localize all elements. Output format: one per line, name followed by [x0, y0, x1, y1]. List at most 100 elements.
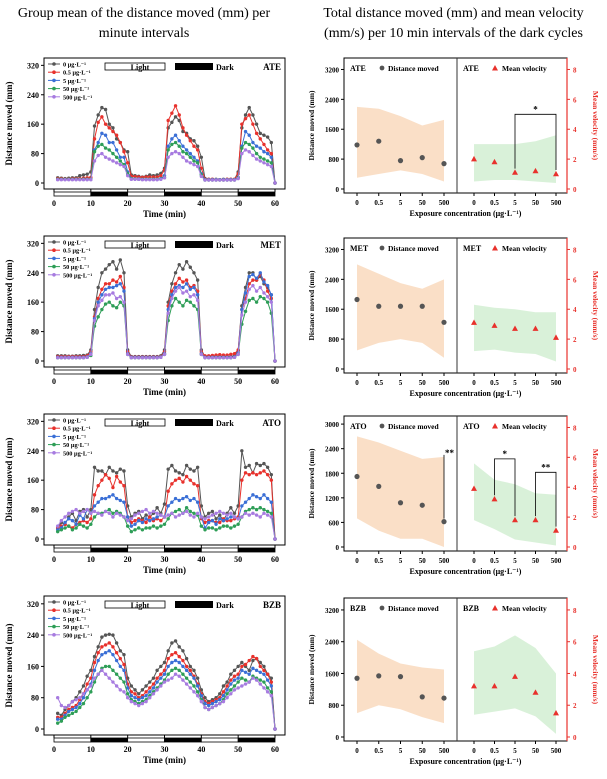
ato-series-0-point — [188, 467, 192, 471]
ato-series-4-point — [162, 515, 167, 519]
ate-series-4-point — [140, 177, 145, 182]
ate-series-1-point — [103, 122, 108, 126]
bzb-series-4-point — [107, 676, 111, 680]
ate-velocity-point — [471, 155, 477, 162]
ato-series-4-point — [247, 513, 251, 517]
met-dist-y-tick-label: 1600 — [325, 306, 340, 314]
ato-series-0-point — [229, 506, 233, 510]
met-series-0-point — [103, 267, 108, 271]
bzb-series-4-point — [181, 678, 185, 682]
bzb-y-tick-label: 0 — [35, 725, 39, 734]
ato-series-4-point — [118, 513, 123, 517]
bzb-series-3-point — [225, 692, 229, 696]
met-series-4-point — [207, 355, 211, 360]
ato-series-1-line — [57, 470, 276, 540]
ate-y-tick-label: 240 — [27, 91, 39, 100]
ato-series-0-point — [173, 469, 178, 473]
bzb-series-0-point — [181, 649, 185, 653]
met-series-4-legend-marker — [52, 273, 56, 277]
ate-series-1-point — [159, 173, 163, 178]
bzb-series-0-point — [148, 680, 152, 684]
ate-series-4-point — [199, 174, 204, 179]
bzb-series-3-line — [57, 665, 276, 730]
ato-series-3-point — [85, 526, 89, 530]
ato-series-3-point — [133, 528, 137, 532]
bzb-series-3-legend-label: 50 μg·L⁻¹ — [63, 624, 89, 631]
ato-sig-bracket — [494, 458, 516, 517]
ato-series-2-point — [103, 496, 108, 501]
met-y-tick-label: 0 — [35, 357, 39, 366]
bzb-series-1-point — [129, 690, 134, 694]
ate-series-2-legend-label: 5 μg·L⁻¹ — [63, 78, 86, 85]
ate-series-4-point — [195, 164, 200, 169]
ato-series-3-legend-marker — [52, 442, 56, 447]
bzb-x-tick-label: 50 — [234, 745, 242, 754]
ato-series-4-point — [92, 509, 97, 514]
ate-series-3-point — [258, 155, 262, 159]
met-series-4-point — [273, 359, 277, 363]
ato-x-tick-label: 30 — [161, 555, 169, 564]
ato-series-0-point — [144, 513, 148, 517]
ato-vel-y-tick-label: 8 — [573, 424, 577, 432]
ato-velocity-point — [532, 516, 539, 523]
ato-series-3-legend-label: 50 μg·L⁻¹ — [63, 442, 89, 449]
ato-series-3-point — [78, 522, 82, 526]
ato-series-3-point — [148, 526, 152, 530]
bzb-series-2-point — [177, 660, 181, 665]
ate-series-4-line — [57, 149, 276, 184]
time-course-chart-ato: 0 80 160 240 320 0 10 20 30 40 50 60 Time (min) Dista… — [4, 413, 286, 575]
ate-vel-y-tick-label: 2 — [573, 156, 577, 164]
ato-dist-legend-marker — [379, 423, 385, 429]
ato-series-2-point — [166, 504, 170, 508]
ate-series-0-point — [85, 172, 89, 176]
bzb-series-4-point — [236, 686, 240, 690]
ato-series-3-point — [254, 507, 259, 512]
met-series-4-point — [195, 298, 200, 303]
bzb-series-4-point — [199, 699, 204, 704]
met-y-tick-label: 240 — [27, 269, 39, 278]
met-y-tick-label: 320 — [27, 239, 39, 248]
ate-series-4-point — [133, 177, 137, 182]
bzb-series-4-point — [229, 692, 233, 696]
ate-dist-legend-marker — [379, 65, 385, 71]
met-series-1-point — [218, 353, 222, 357]
ato-series-3-point — [236, 522, 240, 526]
bzb-series-1-point — [258, 664, 262, 669]
bzb-series-1-point — [107, 641, 111, 645]
met-series-3-point — [107, 300, 111, 304]
ate-dark-cycle-bar — [90, 191, 129, 197]
ato-series-4-point — [111, 515, 115, 519]
bzb-series-2-point — [159, 676, 163, 680]
met-x-tick-label: 40 — [197, 377, 205, 386]
bzb-series-1-point — [114, 651, 119, 655]
bzb-series-2-point — [229, 682, 233, 686]
ato-series-4-point — [67, 511, 71, 515]
bzb-series-2-point — [100, 652, 104, 657]
met-distance-band — [357, 264, 444, 358]
right-title-line-1: Total distance moved (mm) and mean veloc… — [323, 6, 584, 21]
ato-distance-point — [397, 500, 404, 506]
met-series-0-point — [177, 262, 181, 267]
bzb-x-axis-label: Time (min) — [143, 755, 186, 765]
bzb-series-3-point — [103, 664, 108, 669]
met-series-4-point — [210, 355, 215, 360]
ate-series-1-point — [265, 148, 270, 152]
met-series-1-point — [184, 278, 189, 282]
ate-light-cycle-bar — [53, 191, 92, 197]
ato-series-4-point — [159, 513, 163, 517]
bzb-series-2-point — [137, 697, 141, 702]
bzb-dist-y-tick-label: 3200 — [325, 607, 340, 615]
bzb-series-0-point — [192, 668, 196, 673]
ate-series-1-point — [251, 122, 255, 126]
ato-vel-axis-label: Mean velocity (mm/s) — [591, 449, 600, 519]
ato-series-1-point — [229, 518, 233, 523]
ato-series-2-point — [269, 500, 274, 504]
bzb-dist-y-tick-label: 800 — [329, 702, 340, 710]
bzb-series-4-point — [74, 697, 78, 702]
bzb-vel-y-tick-label: 0 — [573, 734, 577, 742]
met-series-0-point — [173, 271, 178, 275]
ate-series-3-legend-marker — [52, 86, 56, 91]
ate-series-4-point — [173, 150, 178, 154]
ate-series-1-point — [166, 118, 170, 123]
bzb-series-2-point — [265, 678, 270, 682]
